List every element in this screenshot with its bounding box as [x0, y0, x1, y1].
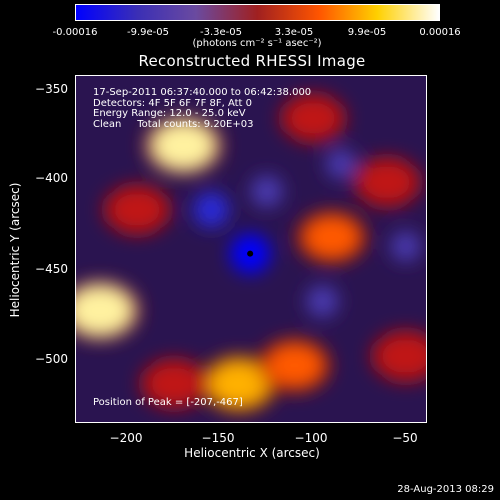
- cold-region: [306, 285, 339, 318]
- colorbar-unit: (photons cm⁻² s⁻¹ asec⁻²): [192, 38, 322, 49]
- cold-region: [250, 175, 283, 208]
- colorbar: [75, 4, 440, 21]
- hot-region: [379, 336, 426, 377]
- cold-region: [193, 191, 230, 228]
- x-tick-label: −200: [109, 431, 143, 445]
- chart-title: Reconstructed RHESSI Image: [138, 52, 366, 70]
- colorbar-tick-label: 9.9e-05: [347, 27, 387, 38]
- x-axis-label: Heliocentric X (arcsec): [184, 446, 320, 460]
- hot-region: [304, 216, 359, 258]
- detectors-info: Detectors: 4F 5F 6F 7F 8F, Att 0: [93, 97, 253, 109]
- colorbar-tick-label: -0.00016: [52, 27, 98, 38]
- hot-region: [152, 122, 215, 169]
- hot-region: [361, 163, 413, 202]
- observation-info: 17-Sep-2011 06:37:40.000 to 06:42:38.000…: [93, 87, 312, 130]
- colorbar-tick-label: 3.3e-05: [274, 27, 314, 38]
- time-range: 17-Sep-2011 06:37:40.000 to 06:42:38.000: [93, 87, 312, 98]
- hot-region: [148, 364, 200, 403]
- hot-region: [76, 286, 133, 335]
- y-tick-label: −400: [35, 171, 68, 185]
- x-tick-label: −100: [294, 431, 328, 445]
- clean-info: Clean Total counts: 9.20E+03: [93, 118, 254, 130]
- center-marker: [247, 250, 254, 257]
- y-tick-label: −450: [35, 262, 68, 276]
- y-axis-label: Heliocentric Y (arcsec): [8, 182, 22, 318]
- hot-region: [208, 360, 270, 407]
- colorbar-tick-label: -3.3e-05: [200, 27, 242, 38]
- heatmap-image: [76, 76, 426, 422]
- x-tick-label: −150: [201, 431, 235, 445]
- x-tick-label: −50: [392, 431, 418, 445]
- hot-region: [266, 344, 323, 387]
- peak-position: Position of Peak = [-207,-467]: [93, 397, 243, 408]
- cold-region: [390, 231, 421, 262]
- hot-region: [288, 99, 338, 137]
- colorbar-tick-label: -9.9e-05: [127, 27, 169, 38]
- y-tick-label: −500: [35, 352, 68, 366]
- colorbar-tick-label: 0.00016: [419, 27, 461, 38]
- y-tick-label: −350: [35, 82, 68, 96]
- plot-area: [75, 75, 427, 423]
- timestamp: 28-Aug-2013 08:29: [397, 484, 494, 495]
- cold-region: [325, 148, 356, 179]
- energy-range: Energy Range: 12.0 - 25.0 keV: [93, 108, 246, 119]
- hot-region: [111, 190, 163, 229]
